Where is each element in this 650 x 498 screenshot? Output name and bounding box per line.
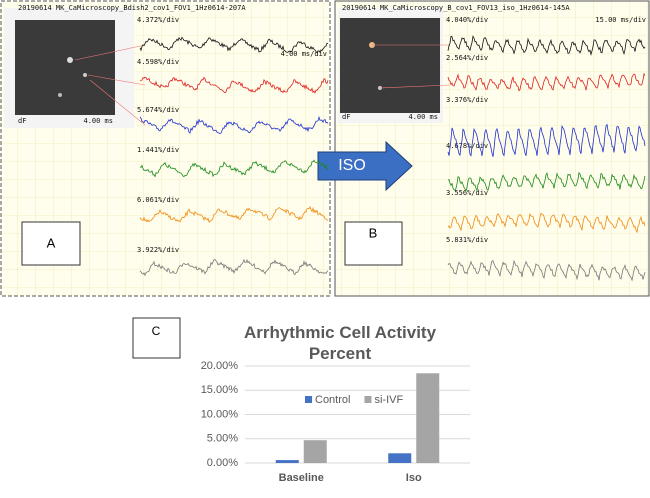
trace — [447, 123, 646, 157]
y-tick-label: 5.00% — [207, 433, 238, 445]
scale-label: 4.678%/div — [446, 142, 488, 150]
trace — [139, 159, 329, 178]
trace — [139, 258, 329, 277]
image-label: 4.00 ms — [83, 117, 113, 125]
image-label: dF — [18, 117, 26, 125]
legend-label: Control — [315, 394, 350, 406]
trace — [139, 115, 329, 134]
cell — [58, 93, 62, 97]
trace — [447, 35, 646, 56]
file-title: 20190614 MK_CaMicroscopy_B_cov1_FOV13_is… — [342, 4, 570, 12]
roi-link — [372, 44, 451, 89]
scale-label: 5.674%/div — [137, 106, 179, 114]
time-scale: 4.00 ms/div — [281, 50, 327, 58]
scale-label: 4.040%/div — [446, 16, 488, 24]
arrow-label: ISO — [338, 157, 366, 174]
trace — [447, 212, 646, 234]
y-tick-label: 20.00% — [201, 360, 239, 372]
panel-label: A — [47, 235, 56, 250]
bar — [416, 373, 440, 463]
scale-label: 3.376%/div — [446, 96, 488, 104]
trace — [447, 171, 646, 192]
scale-label: 3.556%/div — [446, 189, 488, 197]
bar — [275, 460, 299, 463]
scale-label: 4.598%/div — [137, 58, 179, 66]
y-tick-label: 15.00% — [201, 384, 239, 396]
scale-label: 4.372%/div — [137, 16, 179, 24]
chart-title: Arrhythmic Cell Activity Percent — [243, 323, 437, 363]
label-box — [344, 221, 403, 266]
trace — [139, 205, 329, 223]
scale-label: 6.061%/div — [137, 196, 179, 204]
legend-swatch — [364, 396, 372, 403]
image-label: dF — [342, 113, 350, 121]
trace — [447, 259, 646, 282]
label-box — [132, 317, 181, 359]
legend-swatch — [305, 396, 312, 403]
roi-link — [74, 44, 146, 126]
image-label: 4.00 ms — [408, 113, 438, 121]
trace — [139, 36, 329, 54]
bar — [303, 440, 327, 463]
legend-label: si-IVF — [374, 394, 403, 406]
file-title: 20190614 MK_CaMicroscopy_Bdish2_cov1_FOV… — [18, 4, 246, 12]
panel-label: B — [369, 225, 378, 240]
y-tick-label: 10.00% — [201, 408, 239, 420]
y-tick-label: 0.00% — [207, 457, 238, 469]
label-box — [21, 221, 81, 266]
panel-label: C — [152, 324, 161, 338]
scale-label: 3.922%/div — [137, 246, 179, 254]
bar — [388, 453, 412, 463]
cell — [67, 57, 73, 63]
microscope-image — [340, 18, 440, 113]
time-scale: 15.00 ms/div — [595, 16, 646, 24]
scale-label: 1.441%/div — [137, 146, 179, 154]
trace — [447, 72, 646, 92]
scale-label: 2.564%/div — [446, 54, 488, 62]
x-tick-label: Baseline — [279, 472, 324, 484]
scale-label: 5.831%/div — [446, 236, 488, 244]
microscope-image — [15, 20, 115, 115]
iso-arrow — [317, 140, 413, 192]
cell — [83, 73, 87, 77]
trace — [139, 76, 329, 94]
x-tick-label: Iso — [406, 472, 422, 484]
